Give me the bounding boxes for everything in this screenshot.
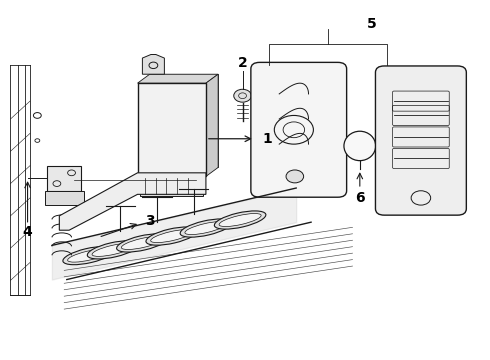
Ellipse shape — [63, 247, 114, 265]
Ellipse shape — [68, 249, 110, 262]
Polygon shape — [45, 191, 84, 205]
Ellipse shape — [92, 243, 134, 256]
Polygon shape — [206, 74, 218, 176]
Circle shape — [234, 89, 251, 102]
Ellipse shape — [151, 230, 193, 243]
Ellipse shape — [219, 213, 261, 226]
FancyBboxPatch shape — [375, 66, 466, 215]
Polygon shape — [150, 74, 218, 167]
Ellipse shape — [344, 131, 376, 161]
Ellipse shape — [117, 234, 168, 252]
Polygon shape — [59, 173, 206, 230]
Text: 3: 3 — [145, 214, 154, 228]
Polygon shape — [138, 83, 206, 176]
Ellipse shape — [185, 221, 227, 235]
Ellipse shape — [214, 211, 266, 229]
Ellipse shape — [180, 219, 232, 237]
Polygon shape — [143, 54, 164, 74]
Polygon shape — [138, 74, 218, 83]
Ellipse shape — [146, 227, 197, 245]
Circle shape — [286, 170, 304, 183]
Polygon shape — [140, 176, 203, 196]
Text: 5: 5 — [367, 17, 377, 31]
Text: 2: 2 — [238, 57, 247, 71]
Text: 6: 6 — [355, 191, 365, 205]
Ellipse shape — [87, 241, 139, 259]
FancyBboxPatch shape — [251, 62, 346, 197]
Text: 4: 4 — [23, 225, 32, 239]
Polygon shape — [47, 166, 81, 191]
Ellipse shape — [122, 237, 164, 249]
Text: 1: 1 — [262, 132, 272, 146]
